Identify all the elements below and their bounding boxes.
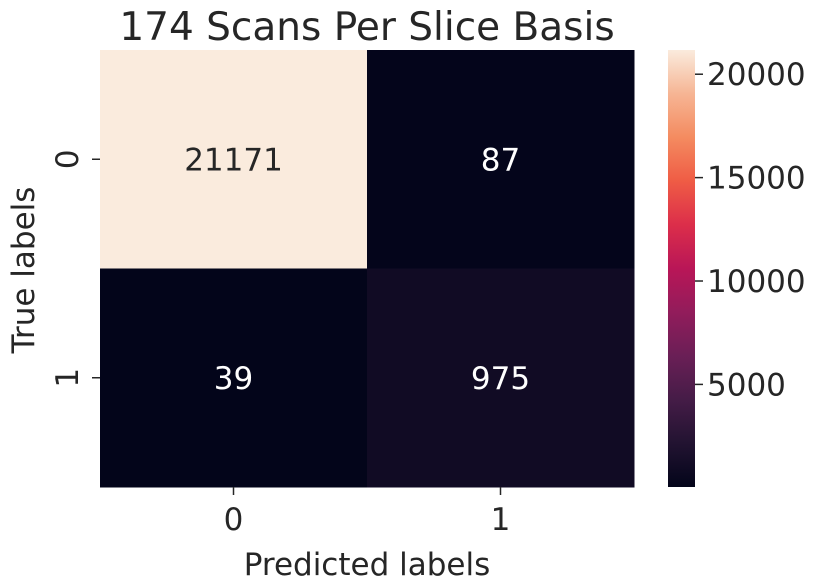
y-tick-label-1: 1 bbox=[50, 368, 86, 388]
heatmap-cell-labels: 21171 87 39 975 bbox=[184, 142, 530, 397]
colorbar-ticks: 5000 10000 15000 20000 bbox=[695, 57, 806, 403]
colorbar-tick-label-2: 15000 bbox=[707, 161, 806, 197]
heatmap-cell-1-0 bbox=[100, 268, 368, 488]
heatmap-cell-0-0 bbox=[100, 50, 368, 269]
cell-value-1-1: 975 bbox=[471, 361, 530, 397]
heatmap-cell-0-1 bbox=[367, 50, 635, 269]
x-tick-label-1: 1 bbox=[491, 502, 511, 538]
colorbar: 5000 10000 15000 20000 bbox=[668, 50, 806, 487]
cell-value-0-1: 87 bbox=[481, 142, 520, 178]
x-tick-label-0: 0 bbox=[224, 502, 244, 538]
x-axis-label: Predicted labels bbox=[244, 547, 491, 583]
y-axis-label: True labels bbox=[6, 187, 42, 355]
colorbar-gradient bbox=[668, 50, 695, 487]
y-tick-label-0: 0 bbox=[50, 149, 86, 169]
cell-value-1-0: 39 bbox=[214, 361, 253, 397]
colorbar-tick-label-3: 20000 bbox=[707, 57, 806, 93]
colorbar-tick-label-0: 5000 bbox=[707, 367, 786, 403]
chart-title: 174 Scans Per Slice Basis bbox=[119, 5, 614, 50]
heatmap-cells bbox=[100, 50, 635, 488]
cell-value-0-0: 21171 bbox=[184, 142, 283, 178]
heatmap-cell-1-1 bbox=[367, 268, 635, 488]
colorbar-tick-label-1: 10000 bbox=[707, 264, 806, 300]
y-axis: 01 bbox=[50, 149, 100, 388]
